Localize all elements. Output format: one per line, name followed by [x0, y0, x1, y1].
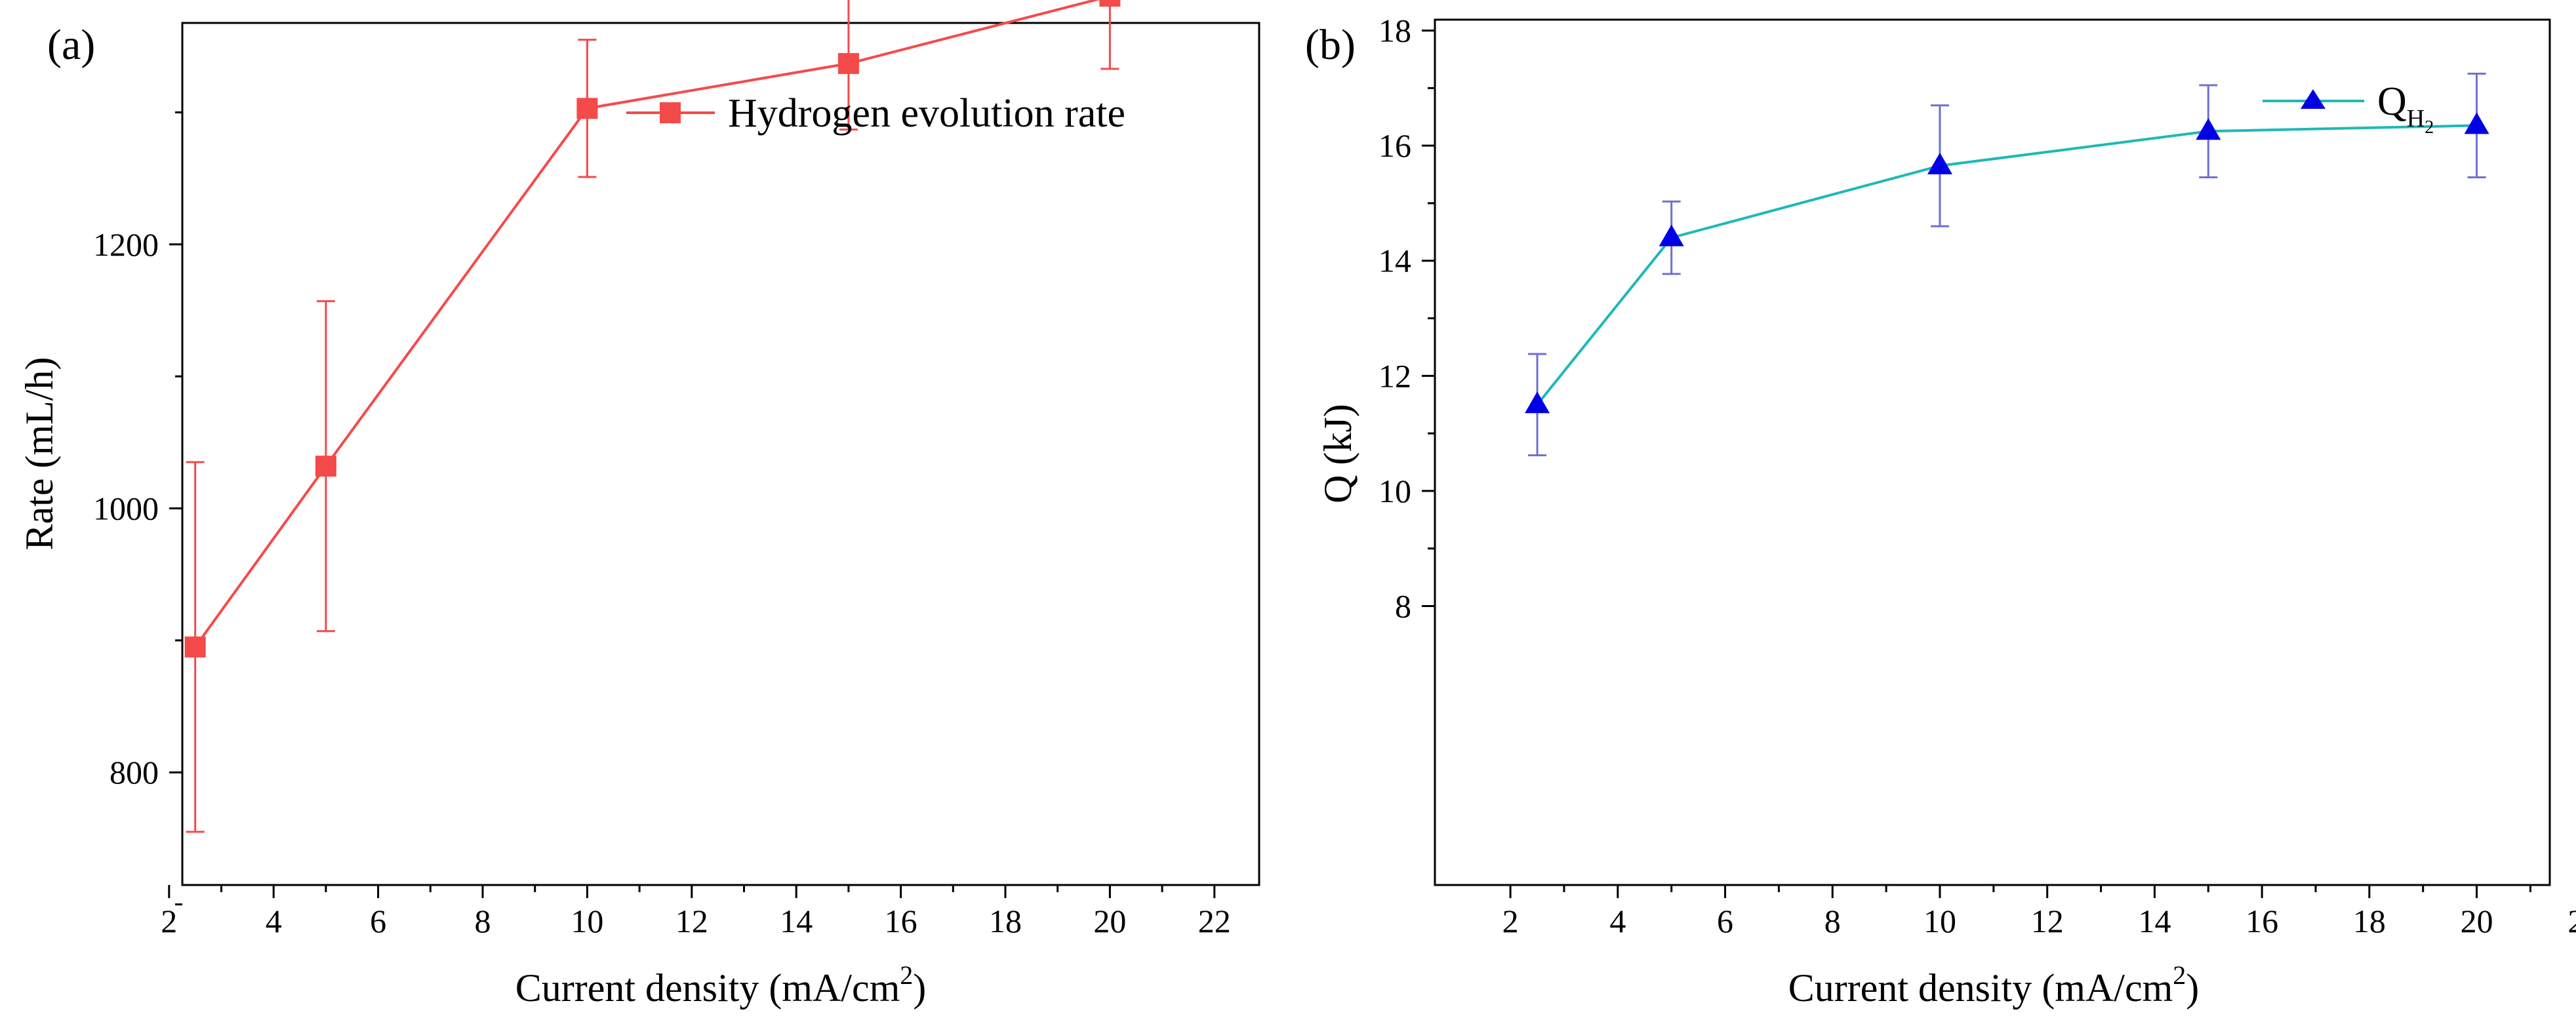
x-tick-label: 4: [266, 903, 282, 939]
y-tick-label: 18: [1379, 12, 1411, 49]
data-point-triangle: [1659, 224, 1684, 246]
y-tick-label: 800: [110, 754, 159, 791]
legend-label-qh2: QH2: [2377, 79, 2434, 138]
x-tick-label: 18: [2353, 903, 2386, 939]
x-tick-label: 22: [1198, 903, 1231, 939]
x-tick-label: 14: [780, 903, 813, 939]
y-tick-label: 600: [110, 1018, 159, 1022]
y-tick-label: 10: [1379, 473, 1411, 509]
panel-a-label: (a): [47, 21, 95, 69]
data-point-triangle: [2464, 112, 2489, 134]
x-tick-label: 10: [1923, 903, 1956, 939]
panel-b-legend: QH2: [2263, 79, 2434, 138]
y-tick-label: 14: [1379, 243, 1411, 279]
legend-marker-triangle: [2301, 89, 2325, 109]
panel-a-plot-frame: [181, 22, 1260, 886]
legend-marker-square: [660, 102, 681, 123]
y-tick-label: 16: [1379, 127, 1411, 164]
data-point-square: [837, 52, 859, 74]
x-tick-label: 20: [2461, 903, 2493, 939]
series-line: [1536, 124, 2477, 406]
panel-b-y-axis-title: Q (kJ): [1316, 404, 1359, 503]
data-point-triangle: [1927, 152, 1952, 174]
panel-b-x-axis: 2 4 6 8 10 12 14 16 18 20 22: [1502, 885, 2576, 939]
y-tick-label: 1000: [93, 490, 159, 527]
panel-b-x-axis-title: Current density (mA/cm2): [1788, 960, 2200, 1010]
data-point-square: [184, 636, 206, 658]
panel-b-series: [1525, 72, 2489, 456]
data-point-square: [1099, 0, 1121, 7]
x-tick-label: 2: [1502, 903, 1519, 939]
x-tick-label: 20: [1093, 903, 1126, 939]
x-tick-label: 4: [1609, 903, 1626, 939]
data-point-square: [576, 98, 598, 119]
x-tick-label: 8: [1824, 903, 1841, 939]
x-tick-label: 8: [475, 903, 491, 939]
panel-b-chart: (b) 2 4 6 8 10 12 14 16 18 20 22 8 10 12 14 16 18 20 22 Q…: [1305, 12, 2576, 1010]
x-tick-label: 6: [370, 903, 386, 939]
x-tick-label: 2: [161, 903, 177, 939]
data-point-triangle: [1525, 391, 1550, 414]
panel-a-legend: Hydrogen evolution rate: [626, 91, 1125, 136]
y-tick-label: 12: [1379, 357, 1411, 394]
panel-a-series: [184, 0, 1121, 833]
y-tick-label: 1200: [93, 226, 159, 263]
data-point-triangle: [2196, 118, 2221, 140]
x-tick-label: 12: [675, 903, 708, 939]
panel-a-y-axis: 60080010001200140016001800: [93, 111, 182, 1022]
panel-b-label: (b): [1305, 21, 1356, 69]
x-tick-label: 14: [2138, 903, 2171, 939]
x-tick-label: 12: [2031, 903, 2064, 939]
x-tick-label: 10: [571, 903, 603, 939]
x-tick-label: 22: [2567, 903, 2576, 939]
x-tick-label: 16: [885, 903, 917, 939]
panel-b-plot-frame: [1434, 18, 2551, 886]
legend-label-hydrogen: Hydrogen evolution rate: [728, 91, 1125, 136]
x-tick-label: 16: [2245, 903, 2278, 939]
panel-a-x-axis: 2 4 6 8 10 12 14 16 18 20 22: [161, 885, 1231, 939]
x-tick-label: 18: [989, 903, 1022, 939]
panel-a-y-axis-title: Rate (mL/h): [18, 357, 61, 551]
x-tick-label: 6: [1717, 903, 1733, 939]
y-tick-label: 8: [1395, 587, 1411, 624]
panel-a-x-axis-title: Current density (mA/cm2): [515, 960, 927, 1010]
data-point-square: [315, 456, 336, 477]
